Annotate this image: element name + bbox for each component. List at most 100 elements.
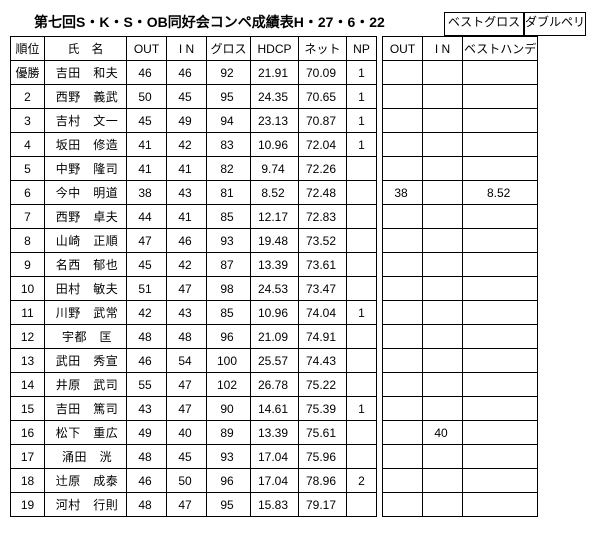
cell-hdcp: 24.53 [251,277,299,301]
cell-in: 47 [167,277,207,301]
cell-np: 1 [347,85,377,109]
cell-name: 宇都 匡 [45,325,127,349]
cell-rank: 7 [11,205,45,229]
cell-net: 72.04 [299,133,347,157]
cell-gross: 92 [207,61,251,85]
cell-hdcp: 14.61 [251,397,299,421]
cell-side-in [423,253,463,277]
cell-name: 河村 行則 [45,493,127,517]
table-row: 10田村 敏夫51479824.5373.47 [11,277,538,301]
cell-gross: 96 [207,325,251,349]
cell-rank: 8 [11,229,45,253]
cell-name: 川野 武常 [45,301,127,325]
cell-side-hcp [463,421,538,445]
cell-side-hcp [463,397,538,421]
cell-net: 70.09 [299,61,347,85]
cell-side-out [383,349,423,373]
cell-side-hcp [463,349,538,373]
cell-hdcp: 9.74 [251,157,299,181]
cell-in: 46 [167,229,207,253]
cell-side-hcp [463,109,538,133]
header-row: 順位 氏 名 OUT I N グロス HDCP ネット NP OUT I N ベ… [11,37,538,61]
cell-net: 75.96 [299,445,347,469]
cell-out: 48 [127,325,167,349]
table-row: 2西野 義武50459524.3570.651 [11,85,538,109]
cell-side-out [383,253,423,277]
cell-side-in [423,301,463,325]
cell-gross: 82 [207,157,251,181]
cell-rank: 14 [11,373,45,397]
cell-side-in [423,109,463,133]
cell-side-in [423,133,463,157]
cell-side-in [423,469,463,493]
cell-side-out [383,157,423,181]
cell-side-out [383,229,423,253]
cell-hdcp: 23.13 [251,109,299,133]
cell-gross: 93 [207,445,251,469]
cell-rank: 優勝 [11,61,45,85]
table-row: 16松下 重広49408913.3975.6140 [11,421,538,445]
cell-np [347,229,377,253]
cell-out: 45 [127,109,167,133]
cell-np [347,493,377,517]
hdr-hdcp: HDCP [251,37,299,61]
cell-rank: 4 [11,133,45,157]
cell-net: 72.83 [299,205,347,229]
cell-net: 75.61 [299,421,347,445]
cell-rank: 6 [11,181,45,205]
cell-hdcp: 25.57 [251,349,299,373]
cell-np: 1 [347,109,377,133]
cell-net: 70.65 [299,85,347,109]
page-title: 第七回S・K・S・OB同好会コンペ成績表H・27・6・22 [10,12,385,36]
cell-net: 72.48 [299,181,347,205]
cell-hdcp: 13.39 [251,421,299,445]
cell-net: 70.87 [299,109,347,133]
cell-side-hcp [463,301,538,325]
cell-in: 47 [167,397,207,421]
cell-hdcp: 13.39 [251,253,299,277]
table-row: 4坂田 修造41428310.9672.041 [11,133,538,157]
cell-out: 46 [127,61,167,85]
hdr-rank: 順位 [11,37,45,61]
cell-np [347,325,377,349]
cell-out: 48 [127,493,167,517]
table-row: 12宇都 匡48489621.0974.91 [11,325,538,349]
cell-out: 48 [127,445,167,469]
side-super-header: ベストグロス ダブルペリア [444,12,586,36]
cell-np [347,373,377,397]
cell-in: 42 [167,133,207,157]
cell-in: 46 [167,61,207,85]
cell-side-in [423,373,463,397]
golf-score-sheet: 第七回S・K・S・OB同好会コンペ成績表H・27・6・22 ベストグロス ダブル… [0,0,596,527]
cell-side-out [383,493,423,517]
hdr-in: I N [167,37,207,61]
cell-in: 45 [167,445,207,469]
cell-np [347,349,377,373]
cell-np [347,253,377,277]
cell-in: 43 [167,301,207,325]
cell-side-hcp [463,133,538,157]
cell-out: 41 [127,133,167,157]
cell-in: 49 [167,109,207,133]
cell-rank: 5 [11,157,45,181]
cell-name: 吉村 文一 [45,109,127,133]
cell-rank: 13 [11,349,45,373]
cell-in: 48 [167,325,207,349]
cell-side-hcp [463,253,538,277]
cell-net: 73.61 [299,253,347,277]
cell-gross: 93 [207,229,251,253]
cell-side-out [383,85,423,109]
cell-in: 45 [167,85,207,109]
table-row: 5中野 隆司4141829.7472.26 [11,157,538,181]
cell-out: 50 [127,85,167,109]
cell-rank: 2 [11,85,45,109]
cell-net: 79.17 [299,493,347,517]
top-row: 第七回S・K・S・OB同好会コンペ成績表H・27・6・22 ベストグロス ダブル… [10,12,586,36]
cell-hdcp: 12.17 [251,205,299,229]
cell-out: 49 [127,421,167,445]
cell-side-hcp [463,85,538,109]
cell-net: 73.47 [299,277,347,301]
hdr-np: NP [347,37,377,61]
cell-side-hcp [463,373,538,397]
cell-side-in [423,325,463,349]
